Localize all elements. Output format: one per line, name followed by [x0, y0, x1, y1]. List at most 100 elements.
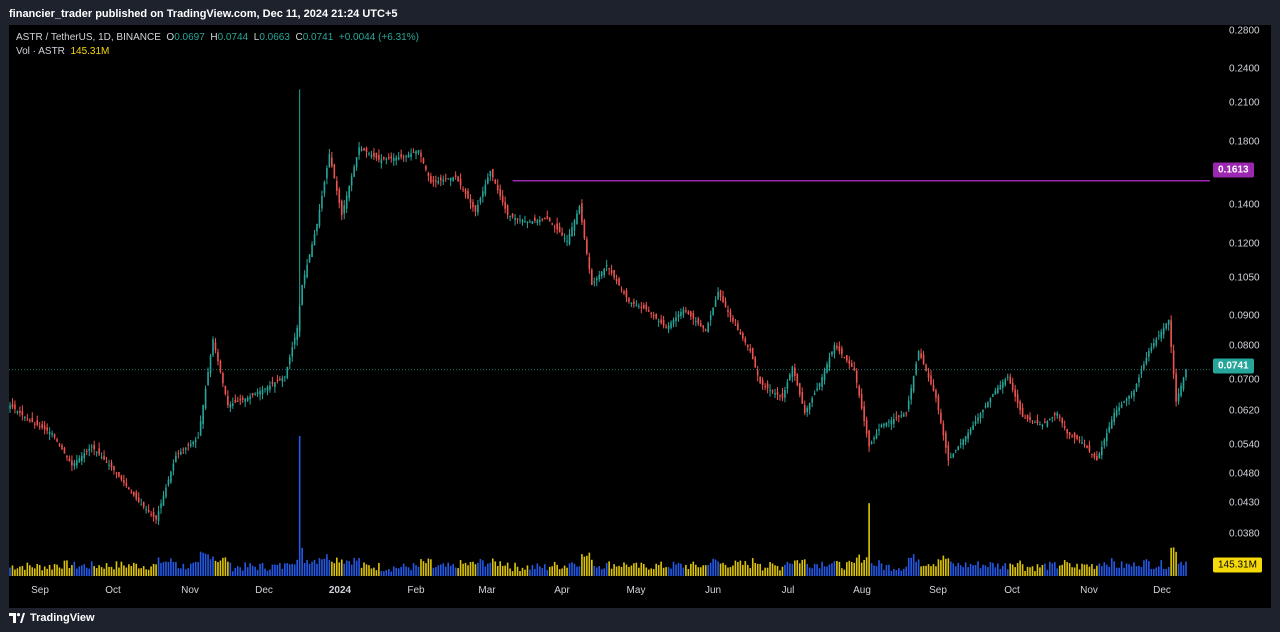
- volume-bar: [729, 567, 732, 576]
- candle-body: [813, 393, 816, 395]
- candle-body: [848, 360, 851, 364]
- volume-label[interactable]: Vol · ASTR: [16, 46, 65, 57]
- candle-body: [672, 319, 675, 324]
- candle-body: [387, 157, 390, 159]
- candle-body: [209, 355, 212, 374]
- candle-body: [249, 396, 251, 400]
- candle-body: [709, 315, 712, 320]
- candle-body: [385, 158, 388, 160]
- candle-body: [541, 218, 544, 220]
- candle-body: [271, 382, 274, 385]
- candle-body: [898, 415, 900, 417]
- volume-bar: [1145, 559, 1148, 576]
- volume-bar: [1016, 563, 1019, 576]
- candle-body: [1009, 376, 1012, 384]
- volume-bar: [412, 563, 415, 576]
- volume-bar: [58, 567, 61, 576]
- candle-body: [162, 495, 165, 506]
- volume-bar: [657, 564, 660, 576]
- symbol-name[interactable]: ASTR / TetherUS, 1D, BINANCE: [16, 32, 161, 43]
- volume-bar: [774, 565, 776, 576]
- volume-bar: [1051, 563, 1054, 576]
- candle-body: [992, 394, 994, 397]
- volume-bar: [586, 555, 588, 576]
- volume-bar: [1130, 566, 1133, 576]
- candle-body: [26, 418, 29, 420]
- volume-bar: [422, 561, 425, 576]
- candle-body: [675, 317, 677, 322]
- volume-bar: [615, 566, 618, 576]
- volume-bar: [31, 567, 34, 576]
- volume-bar: [709, 562, 712, 576]
- price-chart-canvas[interactable]: [9, 25, 1271, 608]
- candle-body: [610, 270, 613, 274]
- price-tick: 0.2400: [1229, 63, 1260, 75]
- volume-bar: [543, 564, 546, 576]
- candle-body: [588, 256, 591, 270]
- volume-bar: [437, 565, 440, 576]
- volume-bar: [833, 561, 836, 576]
- chart-pane[interactable]: ASTR / TetherUS, 1D, BINANCE O0.0697 H0.…: [9, 25, 1271, 608]
- candle-body: [1140, 370, 1143, 374]
- candle-body: [284, 376, 286, 378]
- price-axis[interactable]: 0.2800 0.2400 0.2100 0.1800 0.1400 0.120…: [1211, 25, 1271, 608]
- volume-bar: [1006, 569, 1009, 576]
- volume-bar: [464, 562, 467, 576]
- volume-bar: [76, 568, 78, 576]
- low-label: L: [253, 32, 260, 43]
- volume-bar: [499, 561, 502, 576]
- candle-body: [764, 386, 766, 388]
- tradingview-logo-icon: [9, 613, 25, 623]
- candle-body: [363, 148, 365, 151]
- tradingview-wordmark: TradingView: [30, 612, 95, 624]
- volume-bar: [155, 564, 157, 576]
- candle-body: [890, 420, 893, 425]
- volume-bar: [1103, 562, 1106, 576]
- candle-body: [880, 425, 883, 428]
- candle-body: [202, 404, 204, 425]
- candle-body: [722, 296, 724, 303]
- candle-body: [863, 406, 865, 422]
- candle-body: [699, 323, 702, 326]
- time-axis[interactable]: Sep Oct Nov Dec 2024 Feb Mar Apr May Jun…: [9, 578, 1211, 608]
- candle-body: [1177, 393, 1180, 402]
- candle-body: [942, 423, 945, 436]
- time-tick: Oct: [1004, 585, 1020, 596]
- volume-bar: [776, 565, 779, 576]
- candle-body: [1185, 369, 1187, 378]
- candle-body: [534, 217, 536, 221]
- candle-body: [967, 432, 969, 439]
- volume-bar: [1068, 563, 1071, 576]
- price-tick: 0.0620: [1229, 405, 1260, 417]
- candle-body: [568, 233, 571, 245]
- candle-body: [826, 364, 828, 373]
- candle-body: [137, 497, 140, 502]
- candle-body: [519, 219, 521, 221]
- candle-body: [1083, 443, 1086, 446]
- volume-bar: [863, 560, 865, 576]
- volume-bar: [219, 560, 222, 576]
- candle-body: [1006, 376, 1009, 378]
- candle-body: [437, 180, 440, 184]
- candle-body: [756, 370, 759, 376]
- volume-bar: [997, 563, 999, 576]
- candle-body: [917, 351, 920, 361]
- volume-bar: [180, 568, 182, 576]
- volume-bar: [1071, 567, 1073, 576]
- candle-body: [1103, 440, 1106, 446]
- volume-bar: [526, 565, 529, 576]
- candle-body: [1063, 425, 1066, 429]
- volume-bar: [33, 568, 36, 576]
- volume-bar: [1083, 564, 1086, 576]
- candle-body: [667, 325, 670, 330]
- volume-bar: [150, 566, 152, 576]
- volume-bar: [68, 567, 71, 576]
- candle-body: [31, 417, 34, 423]
- candle-body: [563, 237, 566, 239]
- alert-line-price-label[interactable]: 0.1613: [1213, 162, 1254, 178]
- volume-bar: [313, 559, 316, 576]
- candle-body: [727, 309, 729, 313]
- tradingview-brand[interactable]: TradingView: [9, 612, 95, 624]
- candle-body: [623, 291, 625, 294]
- candle-body: [229, 404, 232, 408]
